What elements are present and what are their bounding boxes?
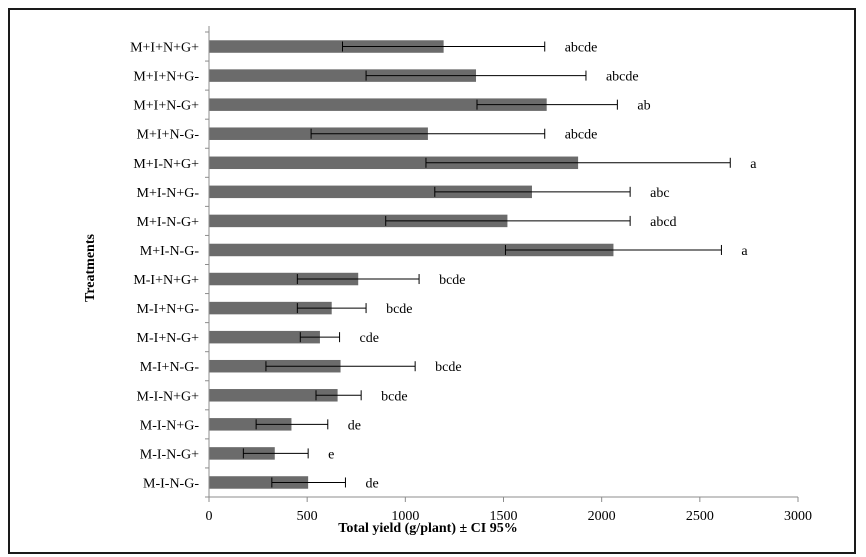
significance-label: a bbox=[750, 157, 757, 172]
significance-label: de bbox=[348, 418, 361, 433]
category-label: M+I+N+G- bbox=[133, 70, 199, 85]
category-label: M-I+N+G+ bbox=[133, 273, 199, 288]
x-tick-label: 2000 bbox=[588, 509, 616, 524]
category-label: M+I-N+G- bbox=[137, 186, 200, 201]
bar bbox=[209, 98, 547, 111]
category-label: M+I+N-G+ bbox=[133, 99, 199, 114]
significance-label: ab bbox=[637, 99, 650, 114]
bar bbox=[209, 272, 359, 286]
x-axis-title: Total yield (g/plant) ± CI 95% bbox=[338, 521, 517, 536]
x-tick-label: 0 bbox=[206, 509, 213, 524]
x-tick-label: 1500 bbox=[490, 509, 518, 524]
bar bbox=[209, 476, 309, 489]
bar bbox=[209, 447, 275, 460]
significance-label: abcd bbox=[650, 215, 676, 230]
category-label: M+I-N-G- bbox=[140, 244, 200, 259]
category-label: M-I-N+G- bbox=[140, 418, 200, 433]
x-tick-label: 500 bbox=[297, 509, 318, 524]
category-label: M-I-N+G+ bbox=[137, 389, 200, 404]
category-label: M-I-N-G- bbox=[143, 476, 199, 491]
category-label: M+I+N-G- bbox=[137, 128, 200, 143]
chart-frame: M+I+N+G+ abcde M+I+N+G-abcde M+I+N-G+ ab M+I+… bbox=[8, 8, 856, 554]
bar bbox=[209, 418, 292, 431]
category-label: M+I+N+G+ bbox=[130, 41, 199, 56]
significance-label: cde bbox=[360, 331, 379, 346]
bar bbox=[209, 156, 579, 170]
significance-label: abcde bbox=[606, 70, 639, 85]
significance-label: bcde bbox=[439, 273, 465, 288]
x-tick-label: 2500 bbox=[686, 509, 714, 524]
significance-label: bcde bbox=[381, 389, 407, 404]
category-label: M+I-N+G+ bbox=[133, 157, 199, 172]
significance-label: de bbox=[365, 476, 378, 491]
category-label: M-I+N-G- bbox=[140, 360, 200, 375]
bar bbox=[209, 330, 320, 344]
category-label: M-I-N-G+ bbox=[140, 447, 199, 462]
bar bbox=[209, 40, 444, 53]
significance-label: abcde bbox=[565, 41, 598, 56]
significance-label: abcde bbox=[565, 128, 598, 143]
bar bbox=[209, 69, 477, 82]
bar bbox=[209, 389, 338, 402]
category-label: M-I+N-G+ bbox=[137, 331, 200, 346]
y-axis-title: Treatments bbox=[83, 234, 98, 302]
category-label: M-I+N+G- bbox=[137, 302, 200, 317]
category-label: M+I-N-G+ bbox=[137, 215, 200, 230]
bar bbox=[209, 301, 332, 315]
significance-label: bcde bbox=[386, 302, 412, 317]
axis-layer bbox=[205, 26, 799, 502]
bar bbox=[209, 243, 614, 257]
error-bars-layer bbox=[242, 41, 731, 488]
significance-label: bcde bbox=[435, 360, 461, 375]
bar bbox=[209, 214, 508, 228]
x-tick-label: 1000 bbox=[391, 509, 419, 524]
significance-label: abc bbox=[650, 186, 669, 201]
significance-label: e bbox=[328, 447, 334, 462]
significance-label: a bbox=[741, 244, 748, 259]
x-tick-label: 3000 bbox=[784, 509, 812, 524]
bar bbox=[209, 185, 532, 199]
bars-layer bbox=[209, 40, 614, 489]
